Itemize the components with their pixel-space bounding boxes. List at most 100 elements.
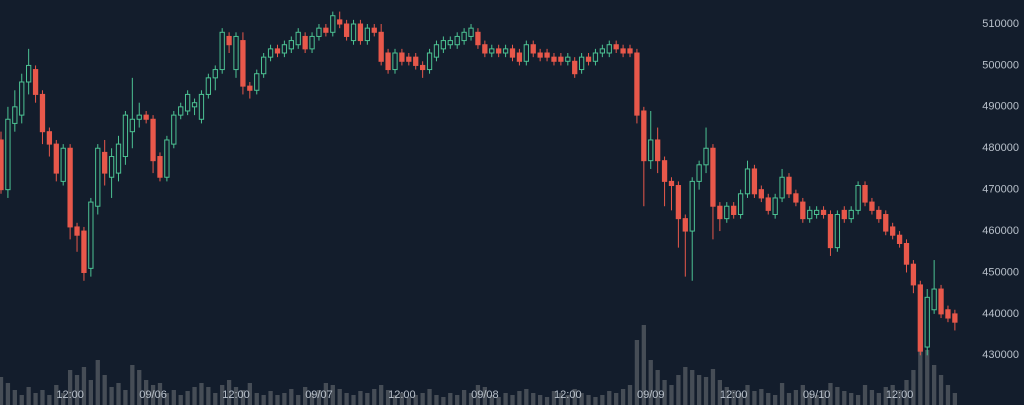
volume-bar [925, 350, 930, 405]
candle-body [19, 81, 25, 116]
candle-body [834, 214, 841, 249]
x-tick-label: 09/06 [139, 389, 167, 401]
volume-bar [33, 393, 38, 405]
volume-bar [95, 360, 100, 405]
volume-bar [793, 390, 799, 405]
volume-bar [254, 393, 259, 405]
candle-body [668, 180, 675, 187]
candle-body [558, 56, 564, 62]
volume-bar [828, 383, 833, 405]
candle-body [578, 56, 585, 71]
volume-bar [54, 385, 59, 405]
volume-bar [904, 380, 909, 405]
volume-bar [171, 390, 176, 405]
volume-bar [731, 390, 736, 405]
candle-body [896, 234, 903, 244]
candle-body [122, 114, 129, 158]
candle-body [613, 44, 619, 50]
candle-body [102, 151, 108, 174]
candle-body [689, 180, 695, 232]
candle-body [744, 168, 751, 195]
volume-bar [116, 383, 121, 405]
volume-bar [275, 395, 280, 405]
candle-body [530, 44, 536, 54]
volume-bar [302, 387, 308, 405]
candle-body [461, 31, 467, 42]
volume-bar [544, 397, 550, 405]
volume-bar [40, 390, 45, 405]
x-tick-label: 12:00 [554, 389, 582, 401]
candle-body [592, 52, 599, 62]
y-tick-label: 450000 [982, 266, 1019, 278]
candle-body [585, 56, 592, 62]
volume-bar [752, 391, 757, 405]
candle-body [855, 185, 861, 211]
candle-body [406, 56, 412, 62]
volume-bar [358, 391, 363, 405]
volume-bar [524, 389, 529, 405]
candle-body [468, 27, 474, 37]
candle-body [39, 93, 46, 133]
candle-body [53, 143, 59, 174]
candle-body [413, 56, 419, 66]
candle-body [599, 48, 606, 54]
volume-bar [586, 395, 591, 405]
volume-bar [226, 380, 232, 405]
x-tick-label: 12:00 [720, 389, 748, 401]
candle-body [945, 309, 951, 319]
candle-body [191, 102, 198, 108]
volume-bar [482, 387, 487, 405]
candle-body [862, 185, 868, 203]
candle-body [931, 288, 937, 311]
volume-bar [351, 395, 356, 405]
volume-bar [627, 385, 633, 405]
volume-bar [696, 375, 702, 405]
y-tick-label: 490000 [982, 101, 1019, 113]
candle-body [157, 156, 163, 178]
candle-body [433, 44, 440, 58]
candle-body [178, 106, 184, 116]
candle-body [800, 201, 806, 220]
candle-body [509, 48, 516, 58]
volume-bar [427, 389, 432, 405]
volume-bar [538, 395, 543, 405]
x-tick-label: 09/09 [637, 389, 665, 401]
y-tick-label: 440000 [982, 308, 1019, 320]
volume-bar [296, 395, 301, 405]
volume-bar [448, 393, 453, 405]
candle-body [426, 52, 433, 71]
x-tick-label: 12:00 [56, 389, 84, 401]
candle-body [807, 209, 813, 220]
candle-body [0, 139, 4, 191]
candle-body [848, 209, 854, 220]
volume-bar [876, 393, 881, 405]
volume-bar [185, 391, 190, 405]
volume-bar [897, 390, 902, 405]
volume-bar [814, 395, 819, 405]
y-tick-label: 480000 [982, 142, 1019, 154]
y-tick-label: 510000 [982, 18, 1019, 30]
candle-body [254, 73, 260, 91]
candle-body [281, 44, 288, 54]
candle-body [136, 114, 142, 120]
volume-bar [835, 387, 840, 405]
candle-body [910, 263, 917, 286]
volume-bar [206, 387, 211, 405]
candle-body [212, 69, 218, 79]
volume-bar [123, 390, 128, 405]
volume-bar [372, 389, 377, 405]
volume-bar [316, 390, 322, 405]
candle-body [440, 40, 447, 50]
candle-body [399, 52, 405, 62]
candle-body [67, 147, 73, 228]
volume-bar [800, 385, 805, 405]
candle-body [364, 27, 370, 42]
volume-bar [0, 377, 4, 405]
volume-bar [952, 393, 958, 405]
candle-body [323, 27, 329, 33]
volume-bar [150, 385, 156, 405]
candle-body [793, 193, 799, 203]
candle-body [952, 313, 958, 323]
candle-body [572, 60, 578, 75]
